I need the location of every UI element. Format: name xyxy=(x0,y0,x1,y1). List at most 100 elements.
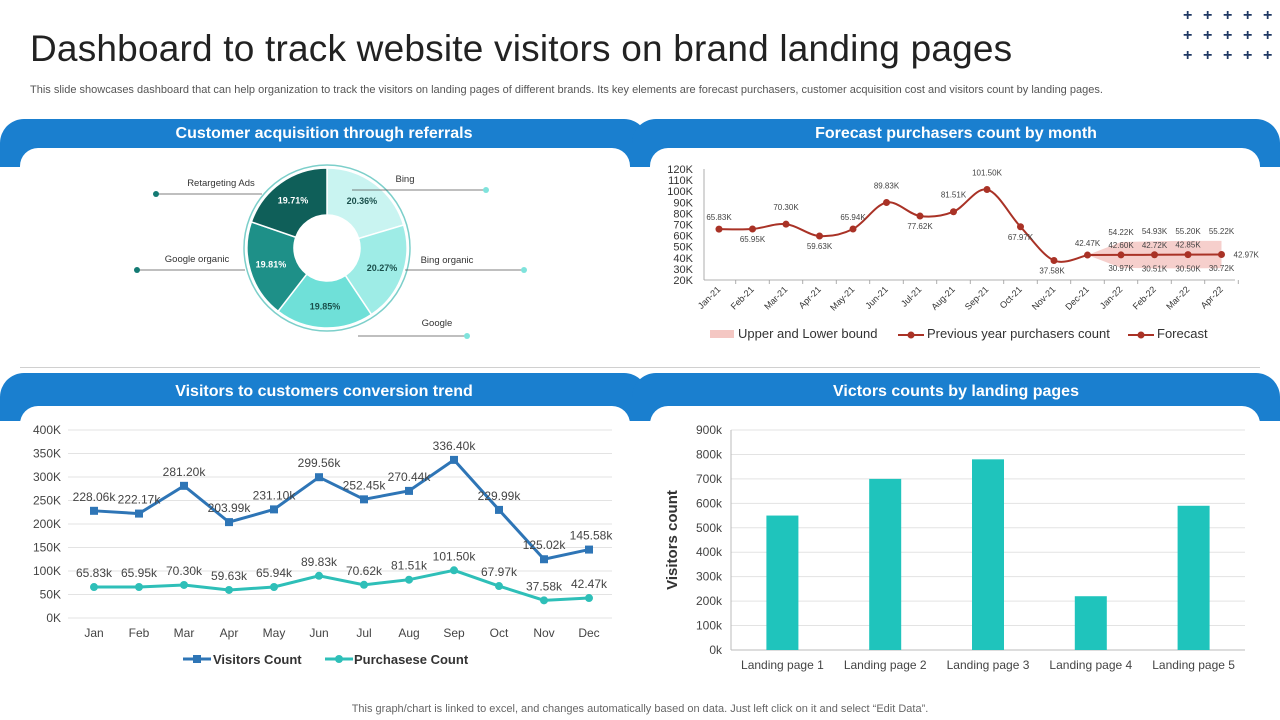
forecast-y-tick: 30K xyxy=(673,264,693,276)
conversion-purchases-label: 37.58k xyxy=(526,579,563,593)
conversion-visitors-label: 125.02k xyxy=(523,538,567,552)
forecast-y-tick: 120K xyxy=(667,164,693,176)
referrals-panel-title: Customer acquisition through referrals xyxy=(175,125,473,142)
forecast-value-label: 42.72K xyxy=(1142,241,1168,250)
donut-leader-dot-google-organic xyxy=(134,267,140,273)
conversion-purchases-point xyxy=(270,583,278,592)
conversion-purchases-label: 67.97k xyxy=(481,565,518,579)
conversion-purchases-label: 89.83k xyxy=(301,555,338,569)
conversion-visitors-point xyxy=(405,486,413,495)
conversion-purchases-point xyxy=(225,585,233,594)
forecast-previous-year-label: 89.83K xyxy=(874,181,900,190)
conversion-y-tick: 50K xyxy=(40,588,61,602)
conversion-x-tick: Jan xyxy=(84,626,103,640)
landing-y-tick: 500k xyxy=(696,521,723,535)
conversion-purchases-label: 42.47k xyxy=(571,577,608,591)
conversion-x-tick: May xyxy=(263,626,286,640)
landing-y-tick: 700k xyxy=(696,472,723,486)
conversion-legend-visitors: Visitors Count xyxy=(213,652,302,667)
conversion-purchases-label: 65.95k xyxy=(121,566,158,580)
donut-leader-dot-retargeting-ads xyxy=(153,191,159,197)
conversion-visitors-point xyxy=(180,481,188,490)
conversion-visitors-label: 229.99k xyxy=(478,489,522,503)
conversion-visitors-point xyxy=(360,495,368,504)
landing-y-tick: 100k xyxy=(696,619,723,633)
donut-slice-google xyxy=(276,273,373,329)
forecast-y-tick: 20K xyxy=(673,275,693,287)
conversion-purchases-label: 59.63k xyxy=(211,569,248,583)
landing-y-tick: 0k xyxy=(709,643,723,657)
conversion-purchases-label: 101.50k xyxy=(433,549,477,563)
forecast-point xyxy=(1151,251,1158,259)
forecast-previous-year-point xyxy=(950,208,957,216)
forecast-x-tick-label: Nov-21 xyxy=(1030,284,1058,312)
forecast-legend-band-swatch xyxy=(710,330,734,338)
forecast-legend-prev: Previous year purchasers count xyxy=(927,326,1110,341)
conversion-purchases-label: 65.94k xyxy=(256,566,293,580)
forecast-legend-prev-marker xyxy=(907,331,915,339)
forecast-upper-label: 54.22K xyxy=(1108,228,1134,237)
forecast-point xyxy=(1184,251,1192,259)
landing-bar-1 xyxy=(766,515,799,650)
decorative-plus-grid: + + + + + + + + + + + + + + + xyxy=(1183,7,1273,64)
conversion-visitors-line xyxy=(93,457,590,561)
landing-y-tick: 800k xyxy=(696,447,723,461)
landing-x-tick: Landing page 2 xyxy=(844,658,927,672)
forecast-previous-year-point xyxy=(916,212,924,220)
conversion-purchases-point xyxy=(540,596,548,605)
conversion-x-tick: Nov xyxy=(533,626,554,640)
forecast-legend-band: Upper and Lower bound xyxy=(738,326,878,341)
forecast-x-tick-label: Oct-21 xyxy=(998,284,1024,310)
donut-label-google: Google xyxy=(422,318,453,329)
conversion-x-tick: Apr xyxy=(220,626,239,640)
conversion-line-chart: 0K 50K 100K 150K 200K 250K 300K 350K 400K Jan Feb M… xyxy=(33,423,613,667)
forecast-x-tick-label: Sep-21 xyxy=(963,284,991,312)
conversion-purchases-line xyxy=(93,568,590,602)
landing-bar-2 xyxy=(869,478,902,650)
donut-slice-bing xyxy=(326,167,405,240)
conversion-visitors-label: 231.10k xyxy=(253,488,297,502)
forecast-previous-year-label: 67.97K xyxy=(1008,233,1034,242)
forecast-x-tick-label: Mar-22 xyxy=(1164,284,1191,311)
forecast-y-tick: 70K xyxy=(673,220,693,232)
conversion-visitors-point xyxy=(495,505,503,514)
forecast-y-tick: 50K xyxy=(673,242,693,254)
forecast-previous-year-label: 37.58K xyxy=(1039,266,1065,275)
conversion-x-tick: Sep xyxy=(443,626,465,640)
forecast-point xyxy=(1117,251,1125,259)
forecast-y-tick: 80K xyxy=(673,208,693,220)
forecast-x-tick-label: Jan-21 xyxy=(696,284,723,311)
forecast-value-label: 42.85K xyxy=(1175,241,1201,250)
donut-slice-value-google: 19.85% xyxy=(310,301,341,311)
forecast-panel-title: Forecast purchasers count by month xyxy=(815,125,1097,142)
forecast-upper-label: 54.93K xyxy=(1142,227,1168,236)
landing-panel-title: Victors counts by landing pages xyxy=(833,383,1079,400)
forecast-previous-year-label: 77.62K xyxy=(907,222,933,231)
forecast-previous-year-label: 81.51K xyxy=(941,191,967,200)
landing-y-axis-label: Visitors count xyxy=(664,490,681,590)
forecast-previous-year-point xyxy=(715,225,723,233)
landing-x-tick: Landing page 5 xyxy=(1152,658,1235,672)
conversion-visitors-point xyxy=(270,505,278,514)
conversion-visitors-label: 336.40k xyxy=(433,439,477,453)
conversion-legend-purchases-marker xyxy=(335,655,343,663)
conversion-x-tick: Feb xyxy=(129,626,150,640)
conversion-legend-purchases: Purchasese Count xyxy=(354,652,469,667)
forecast-x-tick-label: Jul-21 xyxy=(899,284,923,308)
conversion-visitors-point xyxy=(225,518,233,527)
forecast-previous-year-label: 65.94K xyxy=(840,213,866,222)
landing-bar-4 xyxy=(1074,596,1107,650)
forecast-x-tick-label: Feb-21 xyxy=(729,284,756,311)
landing-y-tick: 900k xyxy=(696,423,723,437)
forecast-previous-year-point xyxy=(883,198,890,206)
landing-y-tick: 600k xyxy=(696,496,723,510)
conversion-purchases-point xyxy=(90,583,98,592)
forecast-legend-forecast-marker xyxy=(1137,331,1145,339)
forecast-previous-year-point xyxy=(1017,223,1024,231)
donut-slice-retargeting-ads xyxy=(250,167,328,239)
conversion-y-tick: 350K xyxy=(33,447,61,461)
conversion-visitors-label: 299.56k xyxy=(298,456,342,470)
conversion-visitors-label: 222.17k xyxy=(118,493,162,507)
landing-x-tick: Landing page 4 xyxy=(1049,658,1132,672)
